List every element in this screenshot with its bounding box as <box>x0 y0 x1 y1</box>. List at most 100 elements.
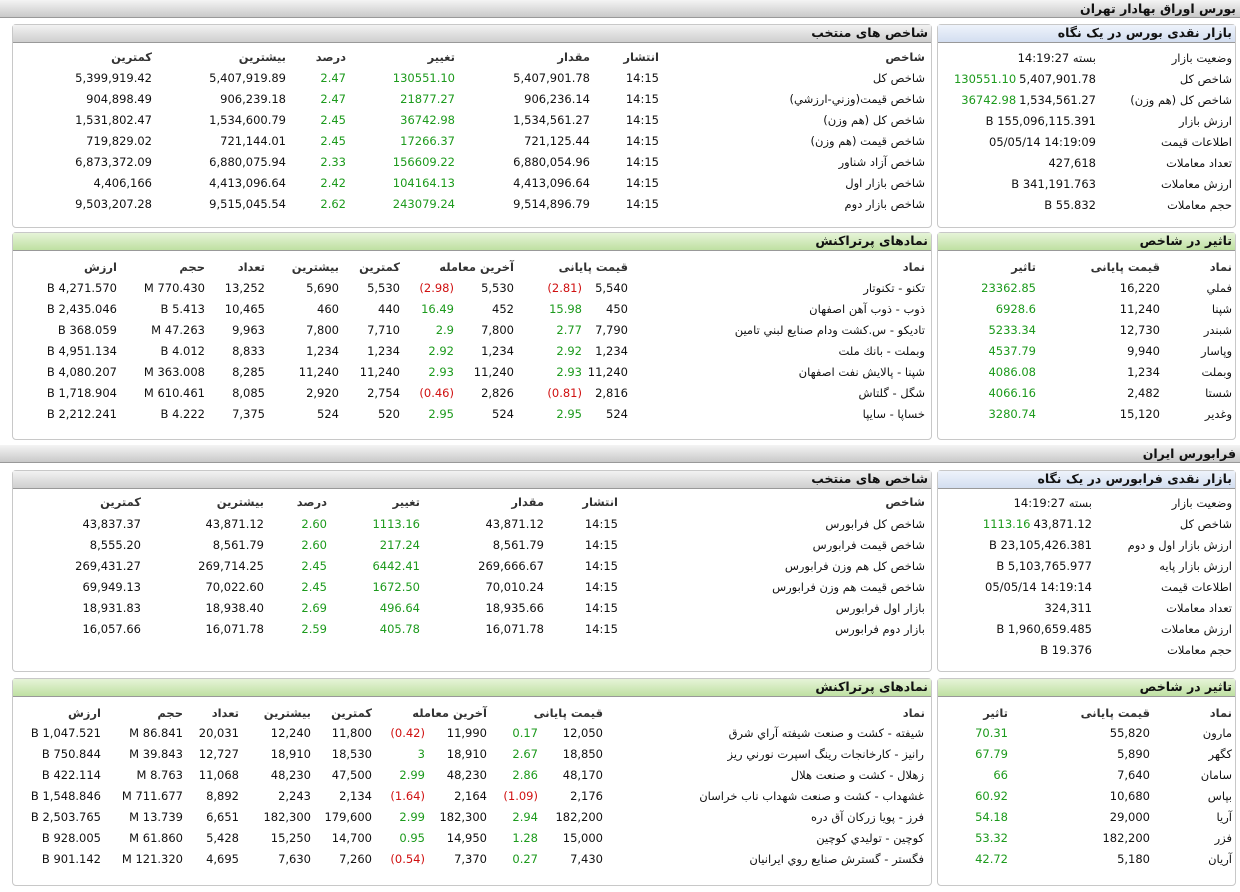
market-glance-header <box>938 25 1235 43</box>
cell: 15,120 <box>1119 407 1160 421</box>
cell: (1.64) <box>390 789 425 803</box>
glance-label: وضعیت بازار <box>1171 51 1232 65</box>
cell: شاخص قیمت(وزني-ارزشي) <box>789 92 925 106</box>
section-bar <box>0 445 1240 463</box>
cell: 1,234 <box>481 344 514 358</box>
cell: 4,406,166 <box>93 176 152 190</box>
column-header: کمترین <box>359 260 400 274</box>
cell: 4,951.134 B <box>46 344 117 358</box>
cell: 2,212.241 B <box>46 407 117 421</box>
top-trades-panel <box>12 232 932 440</box>
glance-label: ارزش بازار اول و دوم <box>1127 538 1232 552</box>
cell: 2.60 <box>301 538 327 552</box>
cell: 2,754 <box>367 386 400 400</box>
cell: شاخص کل هم وزن فرابورس <box>784 559 925 573</box>
cell: 29,000 <box>1109 810 1150 824</box>
cell: شاخص کل (هم وزن) <box>823 113 925 127</box>
cell: 12,727 <box>198 747 239 761</box>
cell: رانيز - کارخانجات رينگ اسپرت نورني ريز <box>727 747 924 761</box>
glance-value: 19.376 B <box>1040 643 1092 657</box>
cell: 770.430 M <box>143 281 205 295</box>
cell: فگستر - گسترش صنايع روي ايرانيان <box>749 852 924 866</box>
cell: 86.841 M <box>129 726 183 740</box>
cell: 906,236.14 <box>524 92 590 106</box>
cell: 2.92 <box>556 344 582 358</box>
cell: 4086.08 <box>988 365 1036 379</box>
cell: 179,600 <box>324 810 372 824</box>
cell: 70,022.60 <box>205 580 264 594</box>
cell: 5,428 <box>206 831 239 845</box>
column-header: بیشترین <box>291 260 339 274</box>
cell: 2,243 <box>278 789 311 803</box>
cell: 2.42 <box>320 176 346 190</box>
cell: 6,880,054.96 <box>513 155 590 169</box>
cell: 2.67 <box>512 747 538 761</box>
cell: 2.95 <box>428 407 454 421</box>
glance-label: شاخص کل <box>1179 517 1232 531</box>
selected-indices-header <box>13 25 931 43</box>
cell: (0.81) <box>547 386 582 400</box>
cell: 2.45 <box>320 113 346 127</box>
cell: 610.461 M <box>143 386 205 400</box>
cell: وبملت - بانك ملت <box>838 344 925 358</box>
cell: 67.79 <box>975 747 1008 761</box>
cell: 0.27 <box>512 852 538 866</box>
cell: 14:15 <box>584 622 618 636</box>
glance-label: تعداد معاملات <box>1166 601 1232 615</box>
cell: 422.114 B <box>41 768 101 782</box>
cell: شستا <box>1205 386 1232 400</box>
cell: خساپا - سايپا <box>862 407 925 421</box>
cell: 5.413 B <box>160 302 205 316</box>
glance-label: حجم معاملات <box>1167 198 1232 212</box>
cell: 8,285 <box>232 365 265 379</box>
cell: 2,503.765 B <box>30 810 101 824</box>
cell: 2,920 <box>306 386 339 400</box>
index-impact-panel <box>937 232 1236 440</box>
cell: شاخص قیمت فرابورس <box>812 538 925 552</box>
cell: 2.99 <box>399 810 425 824</box>
glance-value: 5,407,901.78 <box>1019 72 1096 86</box>
cell: 5,180 <box>1117 852 1150 866</box>
cell: 15.98 <box>549 302 582 316</box>
cell: 4,080.207 B <box>46 365 117 379</box>
cell: 18,935.66 <box>485 601 544 615</box>
glance-label: وضعیت بازار <box>1171 496 1232 510</box>
column-header: تعداد <box>237 260 265 274</box>
glance-label: اطلاعات قیمت <box>1161 580 1232 594</box>
market-glance-panel <box>937 24 1236 228</box>
cell: 1,047.521 B <box>30 726 101 740</box>
column-header: قیمت پایانی <box>533 706 603 720</box>
cell: 43,837.37 <box>82 517 141 531</box>
cell: 5,540 <box>595 281 628 295</box>
cell: 15,000 <box>562 831 603 845</box>
cell: 4.012 B <box>160 344 205 358</box>
column-header: نماد <box>1209 260 1232 274</box>
cell: 182,300 <box>263 810 311 824</box>
cell: 2.77 <box>556 323 582 337</box>
cell: شاخص کل فرابورس <box>825 517 925 531</box>
cell: 9,515,045.54 <box>209 197 286 211</box>
cell: 6928.6 <box>995 302 1036 316</box>
cell: 217.24 <box>379 538 420 552</box>
cell: 121.320 M <box>121 852 183 866</box>
cell: 440 <box>378 302 400 316</box>
cell: 4,271.570 B <box>46 281 117 295</box>
column-header: انتشار <box>623 50 659 64</box>
column-header: قیمت پایانی <box>1080 706 1150 720</box>
cell: 5233.34 <box>988 323 1036 337</box>
cell: 21877.27 <box>400 92 455 106</box>
cell: 1113.16 <box>372 517 420 531</box>
cell: 48,230 <box>270 768 311 782</box>
section-bar <box>0 0 1240 18</box>
cell: 16.49 <box>421 302 454 316</box>
cell: 9,940 <box>1127 344 1160 358</box>
cell: 43,871.12 <box>485 517 544 531</box>
cell: 1672.50 <box>372 580 420 594</box>
cell: 452 <box>492 302 514 316</box>
cell: 11,068 <box>198 768 239 782</box>
cell: 20,031 <box>198 726 239 740</box>
selected-indices-title: شاخص های منتخب <box>811 25 928 40</box>
cell: 4537.79 <box>988 344 1036 358</box>
column-header: بیشترین <box>238 50 286 64</box>
